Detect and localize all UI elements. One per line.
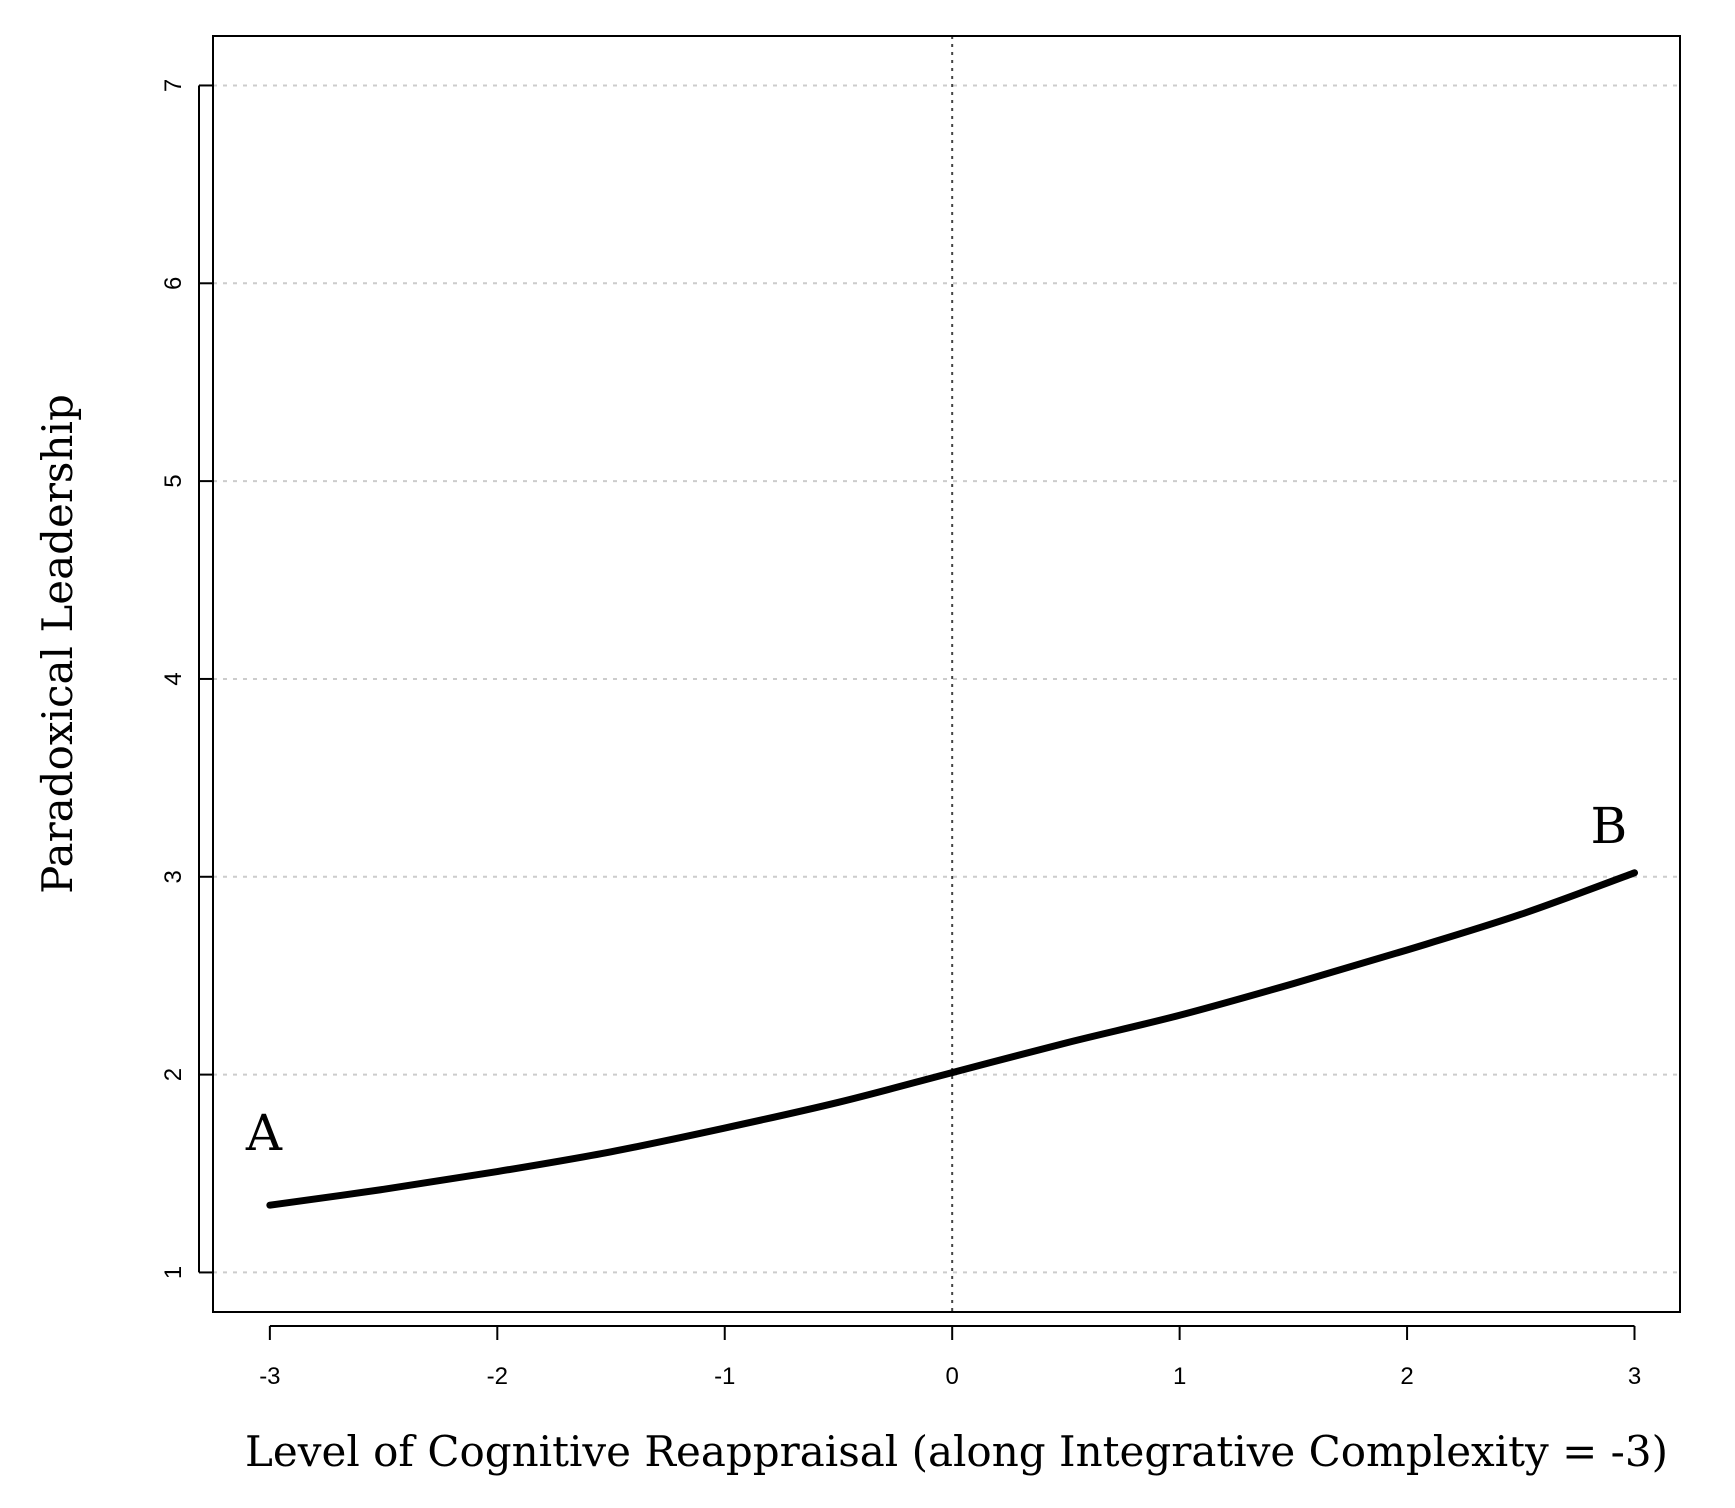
y-tick-label: 6 bbox=[160, 277, 187, 290]
y-tick-label: 3 bbox=[160, 870, 187, 883]
grid-lines bbox=[213, 84, 1680, 1274]
plot-frame bbox=[212, 35, 1681, 1313]
x-tick-label: -1 bbox=[714, 1363, 735, 1390]
x-axis: -3 -2 -1 0 1 2 3 bbox=[259, 1325, 1641, 1390]
x-tick-label: -3 bbox=[259, 1363, 280, 1390]
x-tick-label: 1 bbox=[1173, 1363, 1186, 1390]
annotation-a: A bbox=[245, 1104, 283, 1162]
x-tick-label: 3 bbox=[1628, 1363, 1641, 1390]
x-tick-label: -2 bbox=[487, 1363, 508, 1390]
annotation-b: B bbox=[1591, 797, 1628, 855]
x-axis-title: Level of Cognitive Reappraisal (along In… bbox=[245, 1427, 1668, 1476]
y-tick-label: 1 bbox=[160, 1266, 187, 1279]
x-tick-label: 0 bbox=[946, 1363, 959, 1390]
y-tick-label: 7 bbox=[160, 79, 187, 92]
series-line bbox=[266, 869, 1639, 1209]
x-tick-label: 2 bbox=[1400, 1363, 1413, 1390]
y-axis: 1 2 3 4 5 6 7 bbox=[160, 79, 213, 1279]
y-axis-title: Paradoxical Leadership bbox=[33, 394, 82, 894]
y-tick-label: 5 bbox=[160, 474, 187, 487]
y-tick-label: 2 bbox=[160, 1068, 187, 1081]
y-tick-label: 4 bbox=[160, 672, 187, 685]
